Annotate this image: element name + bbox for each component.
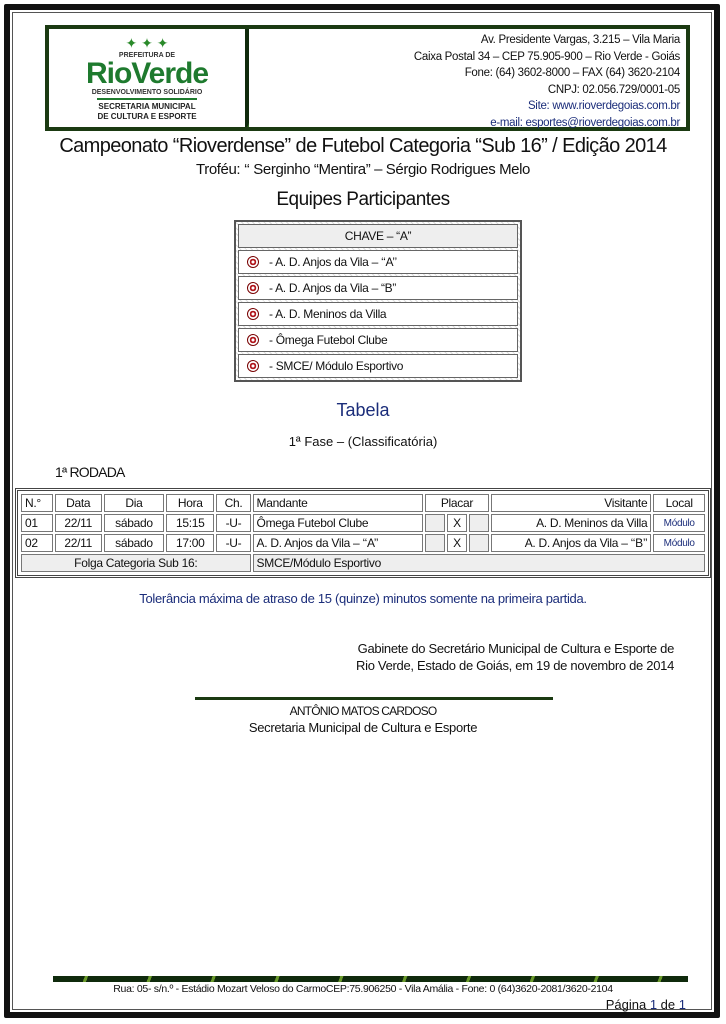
phase: 1ª Fase – (Classificatória) [288,434,438,449]
signatory-role: Secretaria Municipal de Cultura e Esport… [248,720,478,735]
soccer-ball-icon [247,360,259,372]
table-row: 01 22/11 sábado 15:15 -U- Ômega Futebol Club… [21,514,705,532]
team-item: - SMCE/ Módulo Esportivo [238,354,518,378]
teams-heading: Equipes Participantes [276,189,450,210]
group-box: CHAVE – “A” - A. D. Anjos da Vila – ‘‘A’… [234,220,522,382]
table-row: 02 22/11 sábado 17:00 -U- A. D. Anjos da Vil… [21,534,705,552]
letterhead: ✦ ✦ ✦ PREFEITURA DE RioVerde DESENVOLVIM… [45,25,690,131]
footer-bar [53,976,688,982]
tolerance-note: Tolerância máxima de atraso de 15 (quinz… [139,591,587,606]
group-name: CHAVE – “A” [238,224,518,248]
logo-tagline: DESENVOLVIMENTO SOLIDÁRIO [91,88,203,96]
soccer-ball-icon [247,308,259,320]
trophy: Troféu: ‘‘ Serginho “Mentira” – Sérgio R… [196,161,530,178]
people-logo-icon: ✦ ✦ ✦ [125,34,169,51]
page-inner-frame [12,12,712,1010]
logo-dept: SECRETARIA MUNICIPAL DE CULTURA E ESPORTE [97,97,197,122]
table-header: N.° Data Dia Hora Ch. Mandante Placar Visitant… [21,494,705,512]
page-number: Página 1 de 1 [605,997,686,1012]
logo-top: PREFEITURA DE [118,51,176,59]
logo-name: RioVerde [85,56,209,90]
rio-verde-logo: ✦ ✦ ✦ PREFEITURA DE RioVerde DESENVOLVIM… [49,29,245,127]
signatory-name: ANTÔNIO MATOS CARDOSO [289,704,438,718]
signature-line [195,697,553,700]
team-item: - Ômega Futebol Clube [238,328,518,352]
page-frame [4,4,720,1018]
footer-address: Rua: 05- s/n.º - Estádio Mozart Veloso d… [113,983,613,995]
table-heading: Tabela [336,400,390,420]
office-statement: Gabinete do Secretário Municipal de Cult… [356,641,674,673]
team-item: - A. D. Meninos da Villa [238,302,518,326]
team-item: - A. D. Anjos da Vila – “B” [238,276,518,300]
soccer-ball-icon [247,282,259,294]
document-title: Campeonato “Rioverdense” de Futebol Cate… [59,135,667,157]
round-heading: 1ª RODADA [55,464,125,480]
bye-row: Folga Categoria Sub 16: SMCE/Módulo Espor… [21,554,705,572]
team-item: - A. D. Anjos da Vila – ‘‘A’’ [238,250,518,274]
matches-table: N.° Data Dia Hora Ch. Mandante Placar Visitant… [15,488,711,578]
soccer-ball-icon [247,334,259,346]
soccer-ball-icon [247,256,259,268]
contact-info: Av. Presidente Vargas, 3.215 – Vila Mari… [249,29,686,129]
